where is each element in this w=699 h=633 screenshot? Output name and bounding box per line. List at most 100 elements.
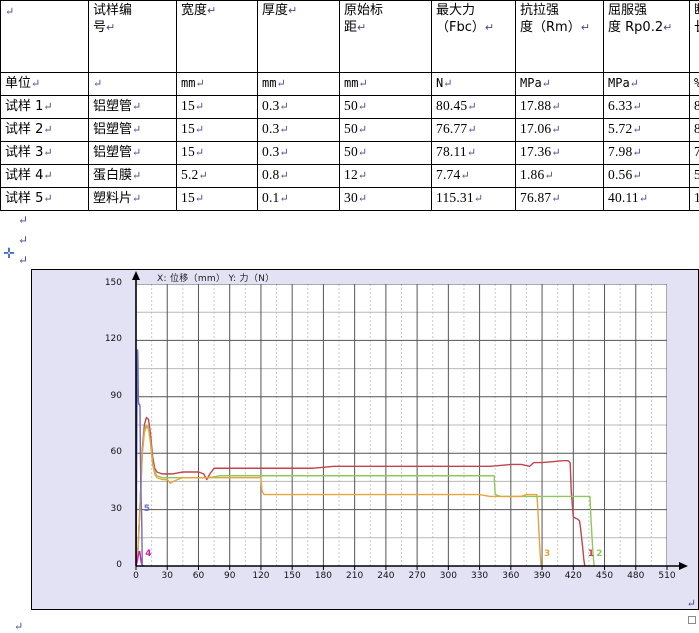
- cell-width: 15↵: [176, 187, 258, 211]
- cell-yield-strength: 6.33↵: [603, 95, 690, 119]
- cell-material: 塑料片↵: [88, 187, 177, 211]
- paragraph-mark: ↵: [18, 233, 29, 247]
- cell-sample-name: 试样 1↵: [0, 95, 89, 119]
- x-axis-tick-label: 120: [252, 571, 270, 581]
- header-line: 屈服强: [608, 3, 648, 18]
- chart-series-label-1: 1: [587, 549, 595, 560]
- x-axis-tick-label: 270: [408, 571, 426, 581]
- cell-thickness: 0.3↵: [257, 118, 340, 142]
- header-line: 断裂伸: [694, 2, 699, 19]
- cell-thickness: 0.1↵: [257, 187, 340, 211]
- y-axis-tick-label: 60: [110, 447, 122, 458]
- header-line: 抗拉强: [520, 3, 560, 18]
- y-axis-tick-label: 90: [110, 390, 122, 401]
- x-axis-tick-label: 420: [564, 571, 582, 581]
- cell-max-force: 76.77↵: [431, 118, 516, 142]
- table-row: 试样 4↵ 蛋白膜↵ 5.2↵ 0.8↵ 12↵ 7.74↵ 1.86↵ 0.5…: [0, 164, 699, 188]
- header-line: 厚度↵: [262, 3, 298, 18]
- cell-tensile-strength: 76.87↵: [515, 187, 604, 211]
- cell-material: 铝塑管↵: [88, 141, 177, 165]
- cell-tensile-strength: 1.86↵: [515, 164, 604, 188]
- header-line: 原始标: [344, 3, 384, 18]
- header-cell-yield-strength: 屈服强 度 Rp0.2↵: [603, 0, 690, 73]
- cell-gauge-length: 50↵: [339, 141, 432, 165]
- cell-thickness: 0.8↵: [257, 164, 340, 188]
- header-line: 最大力: [436, 3, 476, 18]
- header-line: 度 Rp0.2↵: [608, 20, 673, 35]
- paragraph-mark: ↵: [18, 253, 29, 267]
- cell-max-force: 7.74↵: [431, 164, 516, 188]
- y-axis-tick-label: 0: [116, 560, 122, 570]
- chart-series-5: [136, 349, 143, 566]
- cell-material: 蛋白膜↵: [88, 164, 177, 188]
- cell-thickness: 0.3↵: [257, 95, 340, 119]
- paragraph-mark: ↵: [18, 213, 29, 227]
- x-axis-tick-label: 510: [658, 571, 676, 581]
- header-cell-sample-no: 试样编 号↵: [88, 0, 177, 73]
- header-line: 度（Rm）↵: [520, 20, 590, 35]
- cell-thickness: 0.3↵: [257, 141, 340, 165]
- cell-elongation: 848.61↵: [689, 95, 699, 119]
- cell-elongation: 19.98↵: [689, 187, 699, 211]
- cell-elongation: 59.02↵: [689, 164, 699, 188]
- header-cell-tensile-strength: 抗拉强 度（Rm）↵: [515, 0, 604, 73]
- y-axis-tick-label: 30: [110, 503, 122, 514]
- header-line: 长率: [694, 19, 699, 36]
- cell-sample-name: 试样 3↵: [0, 141, 89, 165]
- table-row: 试样 2↵ 铝塑管↵ 15↵ 0.3↵ 50↵ 76.77↵ 17.06↵ 5.…: [0, 118, 699, 142]
- paragraph-mark: ↵: [14, 621, 24, 633]
- header-cell-thickness: 厚度↵: [257, 0, 340, 73]
- chart-series-label-5: 5: [143, 504, 150, 515]
- cell-sample-name: 试样 2↵: [0, 118, 89, 142]
- x-axis-tick-label: 330: [470, 571, 489, 581]
- blank-paragraph-area: ↵ ↵ ↵: [0, 210, 699, 270]
- table-header-row: ↵ 试样编 号↵ 宽度↵ 厚度↵ 原始标 距↵ 最大力 （Fbc）↵: [0, 0, 699, 73]
- cell-gauge-length: 50↵: [339, 95, 432, 119]
- cell-width: 15↵: [176, 118, 258, 142]
- chart-series-label-3: 3: [544, 549, 551, 560]
- unit-cell-label: 单位↵: [0, 72, 89, 96]
- cell-tensile-strength: 17.06↵: [515, 118, 604, 142]
- header-cell-width: 宽度↵: [176, 0, 258, 73]
- force-displacement-chart[interactable]: X: 位移（mm） Y: 力（N） 0 30 60 90 120 150 0 30 60 90 12…: [31, 269, 699, 610]
- cell-max-force: 115.31↵: [431, 187, 516, 211]
- cell-sample-name: 试样 4↵: [0, 164, 89, 188]
- cell-sample-name: 试样 5↵: [0, 187, 89, 211]
- header-line: 宽度↵: [181, 3, 217, 18]
- unit-cell-max-force: N↵: [431, 72, 516, 96]
- header-cell-elongation: 断裂伸 长率 （At）↵: [689, 0, 699, 73]
- chart-series-label-4: 4: [145, 549, 152, 560]
- cell-yield-strength: 40.11↵: [603, 187, 690, 211]
- cell-gauge-length: 12↵: [339, 164, 432, 188]
- x-axis-tick-label: 30: [161, 571, 173, 581]
- x-axis-tick-label: 90: [223, 571, 236, 581]
- move-handle-icon[interactable]: ✛: [3, 247, 15, 262]
- table-unit-row: 单位↵ ↵ mm↵ mm↵ mm↵ N↵ MPa↵ MPa↵ %↵: [0, 72, 699, 96]
- cell-gauge-length: 30↵: [339, 187, 432, 211]
- x-axis-tick-label: 390: [533, 571, 551, 581]
- paragraph-mark: ↵: [686, 598, 696, 610]
- x-axis-tick-label: 150: [283, 571, 301, 581]
- y-axis-tick-label: 150: [104, 278, 122, 288]
- object-anchor-marker: [688, 616, 696, 624]
- header-cell-max-force: 最大力 （Fbc）↵: [431, 0, 516, 73]
- header-cell-gauge-length: 原始标 距↵: [339, 0, 432, 73]
- header-line: 试样编: [93, 3, 133, 18]
- header-line: （At）↵: [694, 36, 699, 53]
- chart-series-label-2: 2: [596, 549, 603, 560]
- cell-gauge-length: 50↵: [339, 118, 432, 142]
- cell-yield-strength: 7.98↵: [603, 141, 690, 165]
- table-body: ↵ 试样编 号↵ 宽度↵ 厚度↵ 原始标 距↵ 最大力 （Fbc）↵: [0, 0, 699, 211]
- chart-series-3: [136, 426, 542, 566]
- pilcrow-mark: ↵: [5, 6, 15, 18]
- table-row: 试样 3↵ 铝塑管↵ 15↵ 0.3↵ 50↵ 78.11↵ 17.36↵ 7.…: [0, 141, 699, 165]
- x-axis-tick-label: 210: [346, 571, 364, 581]
- chart-inner: X: 位移（mm） Y: 力（N） 0 30 60 90 120 150 0 30 60 90 12…: [32, 270, 698, 609]
- x-axis-tick-label: 360: [502, 571, 520, 581]
- chart-svg: [136, 284, 667, 566]
- table-row: 试样 5↵ 塑料片↵ 15↵ 0.1↵ 30↵ 115.31↵ 76.87↵ 4…: [0, 187, 699, 211]
- x-axis-tick-label: 0: [133, 571, 139, 581]
- cell-max-force: 80.45↵: [431, 95, 516, 119]
- unit-cell-thickness: mm↵: [257, 72, 340, 96]
